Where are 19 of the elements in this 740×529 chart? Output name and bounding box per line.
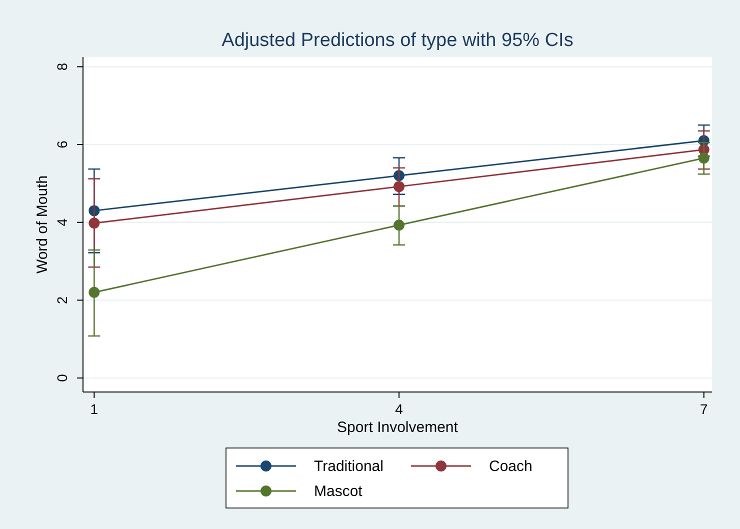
point	[88, 286, 100, 298]
point	[394, 181, 405, 192]
x-tick-label: 1	[90, 401, 98, 417]
legend-label: Coach	[489, 458, 532, 475]
y-tick-label: 8	[54, 62, 70, 71]
y-tick-label: 2	[54, 296, 70, 304]
chart-title: Adjusted Predictions of type with 95% CIs	[222, 30, 574, 51]
legend-label: Traditional	[314, 458, 384, 475]
x-tick-label: 4	[395, 401, 404, 417]
point	[88, 218, 100, 229]
y-tick-label: 0	[54, 374, 70, 382]
point	[394, 220, 405, 231]
y-tick-label: 4	[54, 218, 70, 226]
legend-label: Mascot	[314, 483, 364, 500]
y-tick-label: 6	[54, 140, 70, 148]
x-axis-title: Sport Involvement	[337, 419, 459, 436]
x-tick-label: 7	[700, 401, 708, 417]
y-axis-title: Word of Mouth	[34, 175, 51, 274]
point	[698, 152, 710, 164]
